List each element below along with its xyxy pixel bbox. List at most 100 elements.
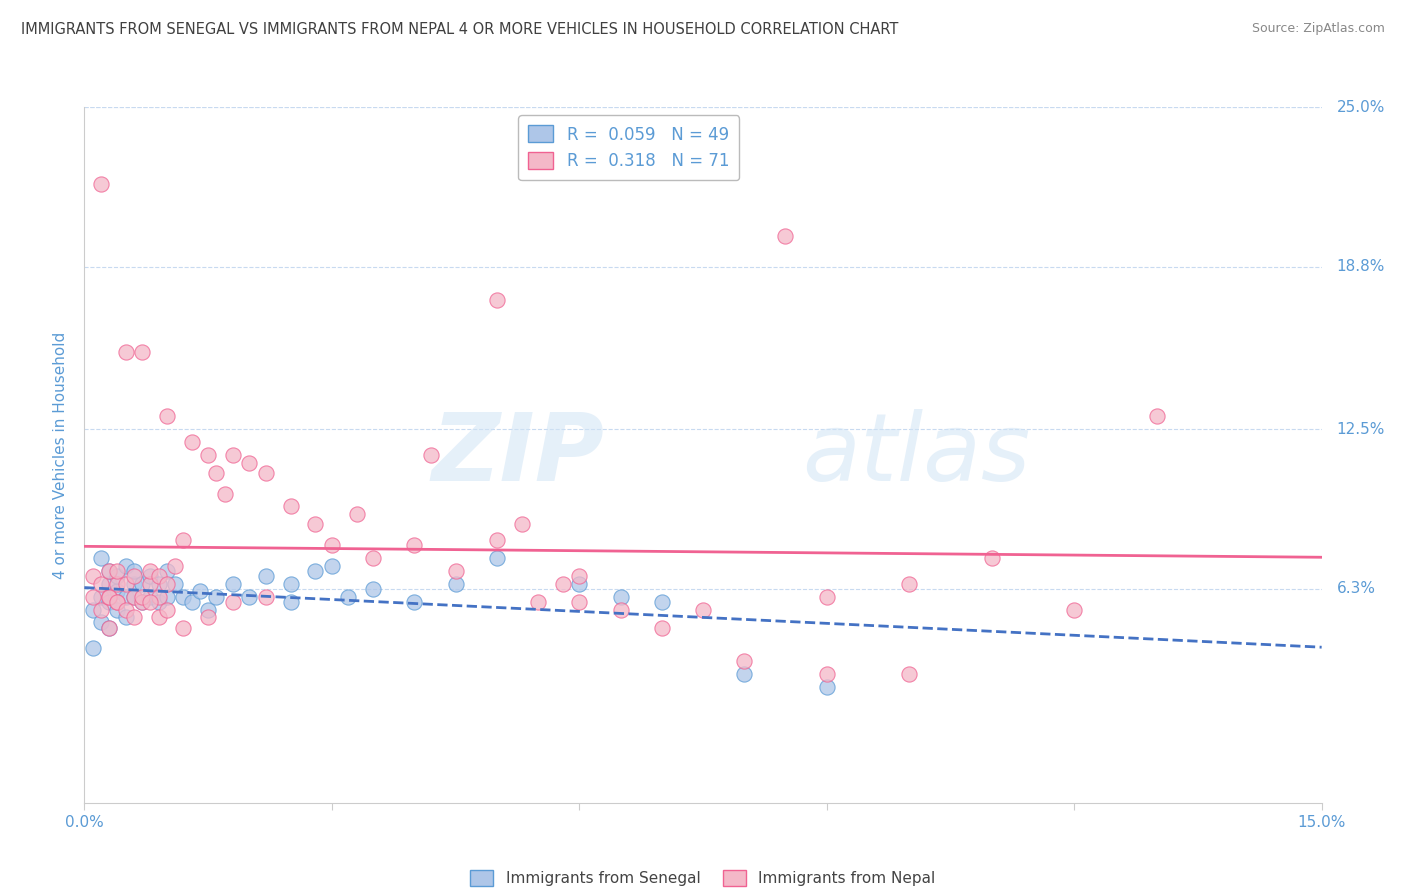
Point — [304, 517, 326, 532]
Point — [205, 466, 228, 480]
Point — [485, 293, 508, 308]
Point — [444, 576, 467, 591]
Point — [105, 564, 128, 578]
Point — [90, 602, 112, 616]
Point — [156, 602, 179, 616]
Point — [122, 564, 145, 578]
Point — [205, 590, 228, 604]
Point — [815, 667, 838, 681]
Point — [609, 602, 631, 616]
Point — [568, 595, 591, 609]
Point — [180, 435, 202, 450]
Point — [165, 576, 187, 591]
Point — [172, 621, 194, 635]
Point — [222, 576, 245, 591]
Point — [980, 551, 1002, 566]
Y-axis label: 4 or more Vehicles in Household: 4 or more Vehicles in Household — [53, 331, 69, 579]
Point — [148, 569, 170, 583]
Point — [280, 576, 302, 591]
Point — [280, 595, 302, 609]
Point — [98, 564, 121, 578]
Point — [98, 576, 121, 591]
Point — [114, 558, 136, 573]
Point — [1146, 409, 1168, 424]
Point — [148, 610, 170, 624]
Point — [551, 576, 574, 591]
Point — [180, 595, 202, 609]
Point — [90, 576, 112, 591]
Point — [815, 590, 838, 604]
Point — [114, 602, 136, 616]
Text: IMMIGRANTS FROM SENEGAL VS IMMIGRANTS FROM NEPAL 4 OR MORE VEHICLES IN HOUSEHOLD: IMMIGRANTS FROM SENEGAL VS IMMIGRANTS FR… — [21, 22, 898, 37]
Point — [527, 595, 550, 609]
Point — [82, 590, 104, 604]
Text: 18.8%: 18.8% — [1337, 260, 1385, 275]
Point — [254, 590, 277, 604]
Point — [775, 228, 797, 243]
Point — [98, 590, 121, 604]
Point — [139, 564, 162, 578]
Point — [105, 576, 128, 591]
Point — [609, 590, 631, 604]
Point — [98, 621, 121, 635]
Point — [105, 595, 128, 609]
Point — [98, 564, 121, 578]
Point — [419, 448, 441, 462]
Point — [172, 533, 194, 547]
Point — [90, 551, 112, 566]
Point — [238, 590, 260, 604]
Point — [114, 590, 136, 604]
Point — [90, 615, 112, 630]
Point — [188, 584, 211, 599]
Point — [139, 569, 162, 583]
Text: atlas: atlas — [801, 409, 1031, 500]
Point — [254, 569, 277, 583]
Point — [105, 595, 128, 609]
Point — [733, 667, 755, 681]
Point — [651, 621, 673, 635]
Point — [197, 610, 219, 624]
Point — [280, 500, 302, 514]
Point — [337, 590, 360, 604]
Point — [148, 595, 170, 609]
Point — [214, 486, 236, 500]
Point — [131, 590, 153, 604]
Point — [304, 564, 326, 578]
Point — [485, 551, 508, 566]
Point — [568, 569, 591, 583]
Point — [815, 680, 838, 694]
Text: Source: ZipAtlas.com: Source: ZipAtlas.com — [1251, 22, 1385, 36]
Point — [156, 590, 179, 604]
Point — [510, 517, 533, 532]
Point — [197, 602, 219, 616]
Point — [156, 564, 179, 578]
Point — [148, 590, 170, 604]
Point — [404, 595, 426, 609]
Point — [222, 595, 245, 609]
Text: 25.0%: 25.0% — [1337, 100, 1385, 114]
Point — [165, 558, 187, 573]
Text: 12.5%: 12.5% — [1337, 422, 1385, 437]
Point — [172, 590, 194, 604]
Point — [692, 602, 714, 616]
Point — [139, 590, 162, 604]
Text: 6.3%: 6.3% — [1337, 582, 1375, 597]
Point — [114, 610, 136, 624]
Point — [98, 595, 121, 609]
Point — [361, 551, 384, 566]
Point — [733, 654, 755, 668]
Point — [139, 576, 162, 591]
Point — [361, 582, 384, 596]
Point — [131, 595, 153, 609]
Point — [131, 576, 153, 591]
Point — [122, 590, 145, 604]
Point — [485, 533, 508, 547]
Point — [568, 576, 591, 591]
Point — [139, 595, 162, 609]
Point — [82, 641, 104, 656]
Point — [82, 569, 104, 583]
Point — [321, 538, 343, 552]
Point — [105, 602, 128, 616]
Text: ZIP: ZIP — [432, 409, 605, 501]
Point — [898, 576, 921, 591]
